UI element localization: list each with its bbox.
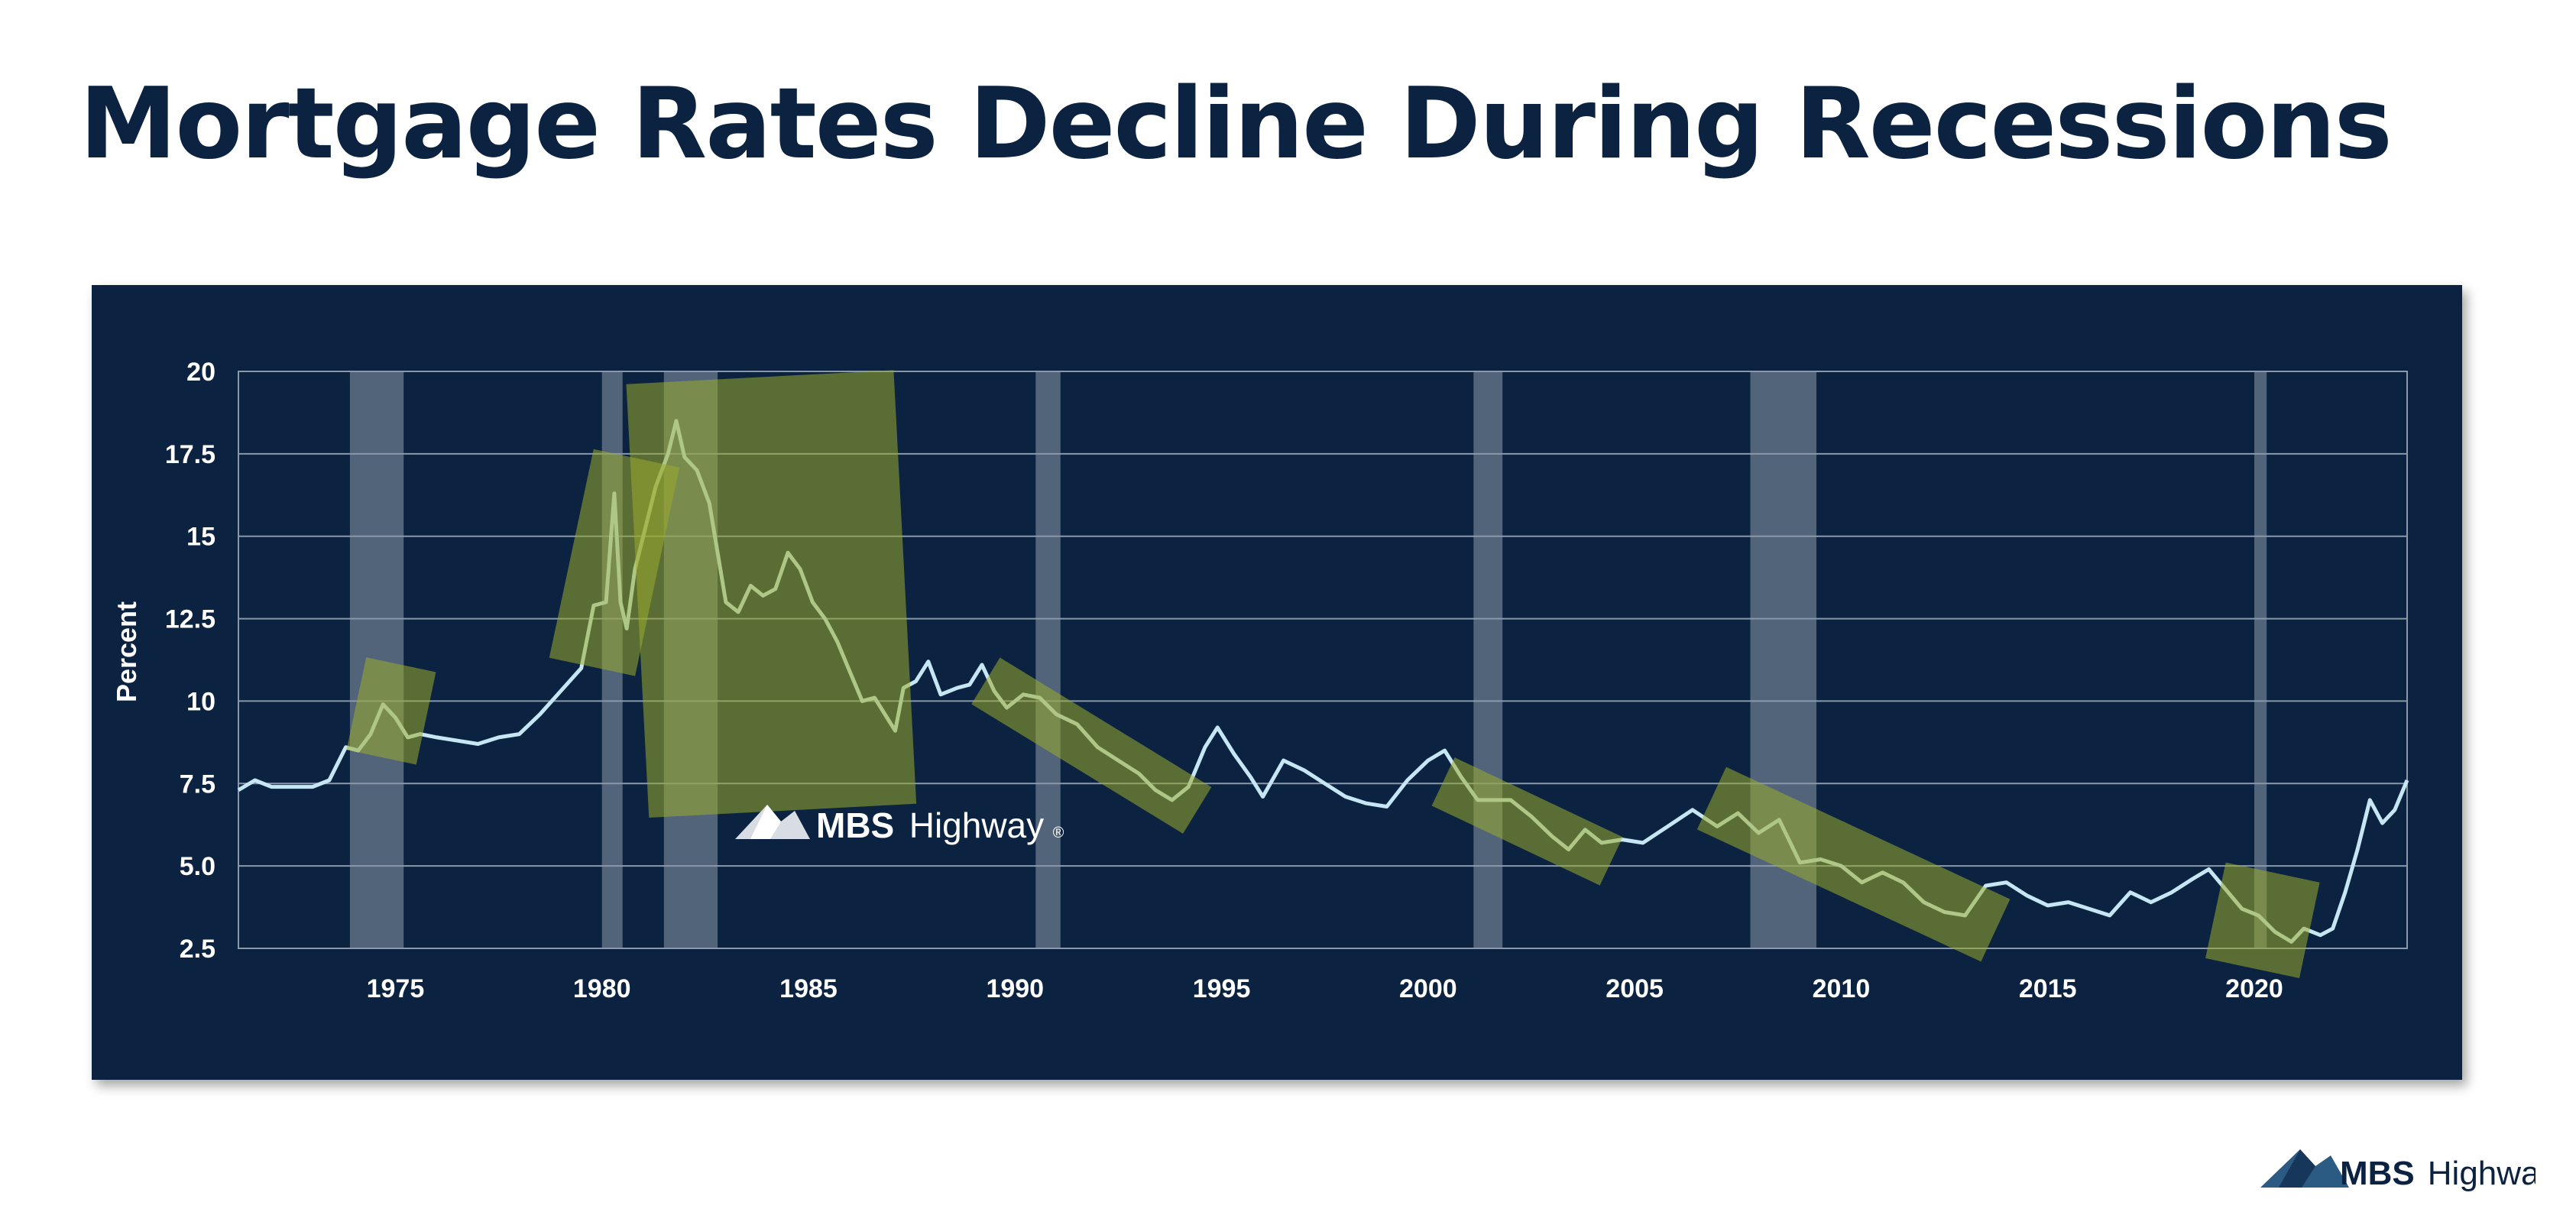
- recession-band-4: [1473, 371, 1503, 948]
- y-tick-label-6: 17.5: [165, 440, 215, 469]
- y-tick-label-4: 12.5: [165, 605, 215, 634]
- footer-logo-mountain-shade-icon: [2279, 1149, 2315, 1188]
- x-tick-labels: 1975 1980 1985 1990 1995 2000 2005 2010 2015 2020: [367, 974, 2283, 1003]
- page-title: Mortgage Rates Decline During Recessions: [79, 67, 2393, 181]
- highlight-box-4: [1431, 757, 1623, 886]
- x-tick-label-5: 2000: [1399, 974, 1457, 1003]
- logo-brand-mark: ®: [1053, 825, 1064, 841]
- logo-brand-bold: MBS: [816, 805, 894, 845]
- footer-logo-brand-light: Highway: [2428, 1155, 2535, 1192]
- chart-panel: 2.5 5.0 7.5 10 12.5 15 17.5 20 1975 1980 1985 1990…: [92, 285, 2462, 1080]
- y-tick-label-1: 5.0: [180, 852, 215, 881]
- x-tick-label-2: 1985: [779, 974, 838, 1003]
- recession-band-3: [1035, 371, 1061, 948]
- decline-highlights: [346, 370, 2320, 979]
- x-tick-label-7: 2010: [1813, 974, 1871, 1003]
- chart-svg: 2.5 5.0 7.5 10 12.5 15 17.5 20 1975 1980 1985 1990…: [111, 358, 2409, 1003]
- logo-mountain-shade-icon: [750, 805, 781, 839]
- footer-logo-brand-bold: MBS: [2340, 1155, 2415, 1192]
- x-tick-label-6: 2005: [1606, 974, 1664, 1003]
- logo-brand-light: Highway: [909, 805, 1044, 845]
- y-tick-label-7: 20: [186, 358, 215, 387]
- mbs-highway-logo: MBS Highway ®: [735, 805, 1064, 845]
- x-tick-label-9: 2020: [2225, 974, 2283, 1003]
- x-tick-label-1: 1980: [573, 974, 631, 1003]
- footer-mbs-highway-logo: MBS Highway ®: [2260, 1149, 2535, 1192]
- highlight-box-0: [346, 657, 436, 765]
- x-tick-label-4: 1995: [1193, 974, 1251, 1003]
- y-tick-label-2: 7.5: [180, 770, 215, 799]
- svg-text:MBS Highway ®: MBS Highway ®: [2340, 1155, 2535, 1192]
- x-tick-label-8: 2015: [2019, 974, 2077, 1003]
- highlight-box-3: [971, 657, 1212, 834]
- highlight-box-6: [2205, 862, 2320, 979]
- recession-band-6: [2254, 371, 2267, 948]
- y-tick-label-3: 10: [186, 687, 215, 716]
- series-line-mortgage-rate: [237, 419, 2409, 944]
- highlight-box-5: [1696, 766, 2011, 962]
- x-tick-label-3: 1990: [986, 974, 1044, 1003]
- y-axis-title: Percent: [111, 601, 142, 702]
- highlight-box-2: [626, 370, 917, 818]
- svg-text:MBS Highway ®: MBS Highway ®: [816, 805, 1064, 845]
- y-tick-label-0: 2.5: [180, 935, 215, 964]
- y-tick-labels: 2.5 5.0 7.5 10 12.5 15 17.5 20: [165, 358, 215, 964]
- x-tick-label-0: 1975: [367, 974, 425, 1003]
- y-tick-label-5: 15: [186, 523, 215, 552]
